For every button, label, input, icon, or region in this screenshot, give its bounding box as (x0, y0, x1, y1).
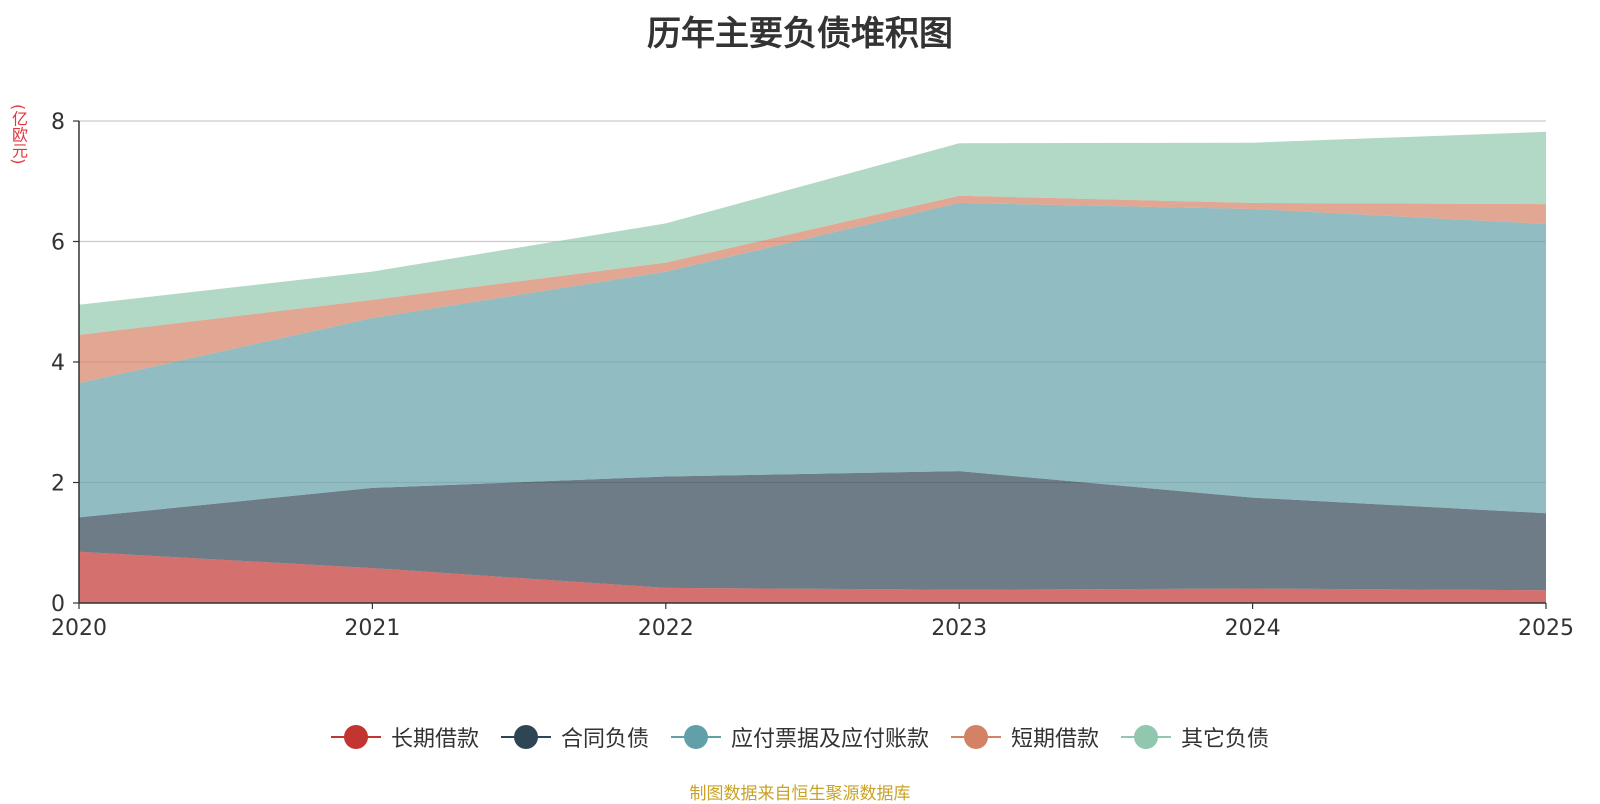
legend-marker-icon (500, 724, 551, 750)
x-tick-label: 2024 (1225, 616, 1281, 641)
legend-label: 长期借款 (390, 727, 479, 752)
legend-marker-icon (951, 724, 1001, 750)
legend-item-3[interactable]: 应付票据及应付账款 (670, 721, 929, 753)
area-series-3 (79, 202, 1546, 518)
y-tick-label: 6 (51, 231, 65, 256)
x-tick-label: 2025 (1518, 616, 1574, 641)
legend: 长期借款 合同负债 应付票据及应付账款 短期借款 其它负债 (0, 721, 1600, 753)
legend-marker-icon (670, 724, 721, 750)
area-series-4 (79, 195, 1546, 384)
legend-item-4[interactable]: 短期借款 (951, 721, 1099, 753)
area-layer (79, 131, 1546, 603)
area-series-2 (79, 471, 1546, 591)
legend-label: 其它负债 (1181, 727, 1270, 752)
y-tick-label: 4 (51, 351, 65, 376)
legend-item-2[interactable]: 合同负债 (500, 721, 649, 753)
legend-label: 应付票据及应付账款 (730, 727, 929, 752)
stacked-area-chart: 0 2 4 6 8 2020 2021 2022 2023 2024 2025 (51, 110, 1574, 641)
legend-marker-icon (1121, 724, 1172, 750)
area-series-1 (79, 551, 1546, 603)
legend-label: 合同负债 (560, 727, 649, 752)
y-tick-label: 2 (51, 472, 65, 497)
x-tick-label: 2023 (931, 616, 987, 641)
tick-labels: 0 2 4 6 8 2020 2021 2022 2023 2024 2025 (51, 110, 1574, 641)
y-tick-label: 0 (51, 592, 65, 617)
x-tick-label: 2022 (638, 616, 694, 641)
area-series-5 (79, 131, 1546, 335)
axes (73, 120, 1547, 609)
y-axis-unit-label: (亿欧元) (9, 104, 28, 165)
legend-marker-icon (330, 724, 381, 750)
legend-item-5[interactable]: 其它负债 (1121, 721, 1269, 753)
y-tick-label: 8 (51, 110, 65, 135)
chart-title: 历年主要负债堆积图 (647, 14, 953, 54)
legend-item-1[interactable]: 长期借款 (330, 721, 479, 753)
x-tick-label: 2020 (51, 616, 107, 641)
legend-label: 短期借款 (1011, 727, 1100, 752)
data-source-note: 制图数据来自恒生聚源数据库 (689, 784, 911, 804)
x-tick-label: 2021 (344, 616, 400, 641)
